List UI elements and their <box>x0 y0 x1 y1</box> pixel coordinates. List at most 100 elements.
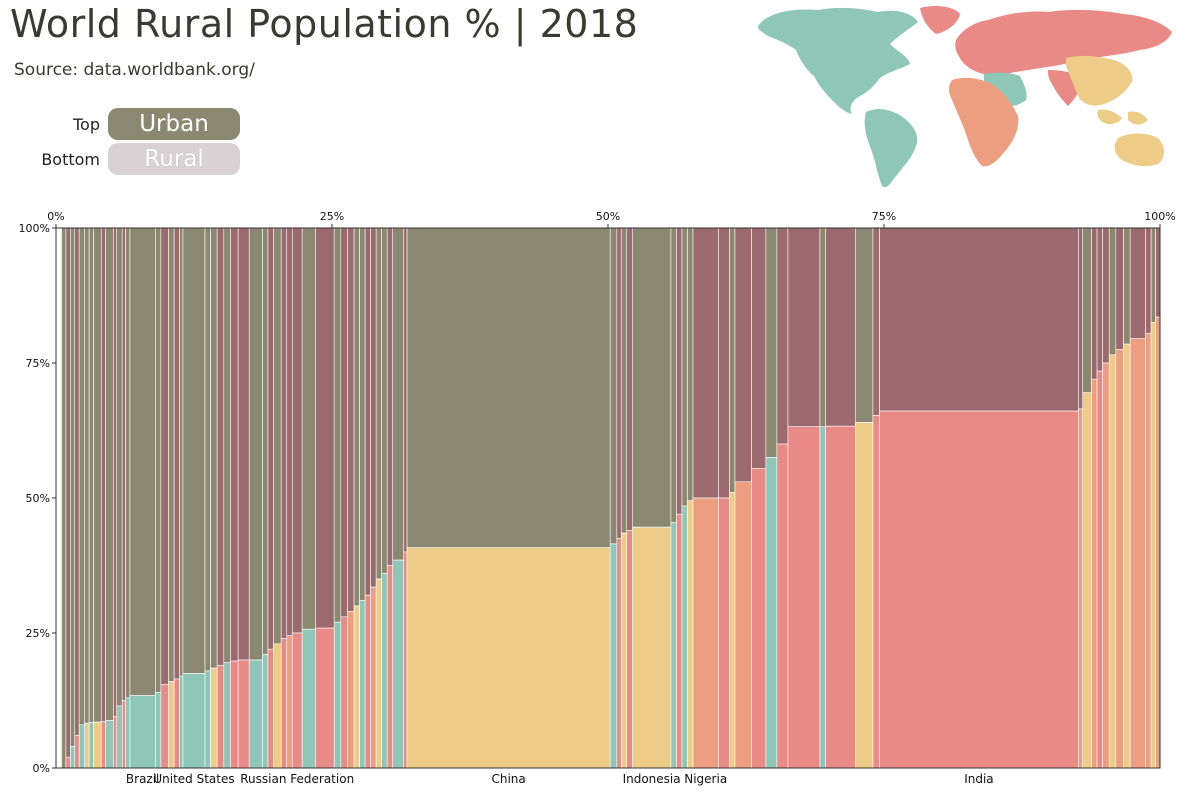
bar-urban-80 <box>1145 227 1152 334</box>
bar-urban-8 <box>100 227 106 722</box>
bar-urban-45 <box>386 227 394 566</box>
bar-urban-48 <box>406 227 611 548</box>
bar-urban-28 <box>262 227 269 655</box>
world-map-image <box>758 6 1172 188</box>
bar-rural-48 <box>406 547 611 769</box>
bar-rural-66 <box>819 426 826 769</box>
bar-rural-35 <box>315 627 335 769</box>
bar-rural-45 <box>386 565 394 769</box>
bar-rural-81 <box>1150 322 1156 769</box>
bar-rural-13 <box>125 697 131 769</box>
legend-urban-pill: Urban <box>108 108 240 140</box>
y-tick-label-2: 50% <box>26 492 50 505</box>
bar-rural-38 <box>347 611 355 769</box>
bar-urban-70 <box>879 227 1079 412</box>
bar-urban-53 <box>631 227 672 528</box>
bar-rural-73 <box>1091 378 1098 769</box>
bar-rural-24 <box>223 662 231 769</box>
bar-urban-30 <box>273 227 282 645</box>
x-tick-label-0: 0% <box>47 210 64 223</box>
bar-urban-11 <box>116 227 123 707</box>
map-east-asia <box>1066 55 1133 106</box>
bar-rural-5 <box>84 722 90 769</box>
bar-urban-5 <box>84 227 90 724</box>
bar-rural-14 <box>129 695 156 769</box>
bar-rural-4 <box>78 724 86 769</box>
bar-urban-67 <box>825 227 856 427</box>
bar-urban-58 <box>692 227 719 499</box>
bar-rural-64 <box>776 443 789 769</box>
bar-rural-60 <box>729 492 736 769</box>
bar-rural-41 <box>364 594 371 769</box>
bar-urban-75 <box>1102 227 1110 364</box>
bar-urban-35 <box>315 227 335 629</box>
bars-group <box>61 227 1161 769</box>
bar-rural-63 <box>765 457 778 769</box>
bar-urban-31 <box>280 227 288 639</box>
bar-rural-53 <box>631 526 672 769</box>
bar-rural-39 <box>353 605 360 769</box>
bar-rural-17 <box>168 681 175 769</box>
bar-rural-50 <box>616 538 622 769</box>
bar-urban-34 <box>301 227 316 630</box>
legend-top-label: Top <box>73 114 100 134</box>
bar-rural-57 <box>687 500 694 769</box>
bar-rural-49 <box>609 543 618 769</box>
country-label-russian-federation: Russian Federation <box>240 772 354 786</box>
bar-urban-14 <box>129 227 156 696</box>
bar-rural-68 <box>854 422 874 769</box>
bar-urban-71 <box>1078 227 1084 410</box>
bar-rural-43 <box>375 578 382 769</box>
chart-title: World Rural Population % | 2018 <box>10 2 639 46</box>
bar-rural-27 <box>248 659 263 769</box>
bar-urban-78 <box>1123 227 1131 345</box>
bar-urban-44 <box>381 227 388 574</box>
bar-urban-79 <box>1129 227 1146 339</box>
bar-rural-10 <box>113 716 118 769</box>
bar-rural-79 <box>1129 338 1146 769</box>
bar-rural-23 <box>216 665 225 769</box>
bar-rural-67 <box>825 425 856 769</box>
bar-urban-2 <box>70 227 76 747</box>
y-tick-label-1: 25% <box>26 627 50 640</box>
bar-urban-3 <box>74 227 80 736</box>
bar-rural-71 <box>1078 408 1084 769</box>
legend-rural-pill: Rural <box>108 143 240 175</box>
map-africa <box>949 77 1019 167</box>
bar-rural-26 <box>237 659 250 769</box>
bar-urban-64 <box>776 227 789 445</box>
country-label-united-states: United States <box>153 772 234 786</box>
bar-urban-43 <box>375 227 382 580</box>
bar-rural-31 <box>280 638 288 769</box>
y-tick-label-0: 0% <box>33 762 50 775</box>
legend-bottom-label: Bottom <box>41 149 100 169</box>
bar-urban-50 <box>616 227 622 539</box>
bar-urban-17 <box>168 227 175 682</box>
bar-rural-15 <box>155 692 162 769</box>
bar-urban-81 <box>1150 227 1156 323</box>
bar-urban-32 <box>286 227 293 637</box>
country-label-indonesia: Indonesia <box>623 772 681 786</box>
bar-urban-33 <box>291 227 303 634</box>
bar-urban-24 <box>223 227 231 664</box>
bar-rural-37 <box>340 616 348 769</box>
bar-urban-65 <box>787 227 821 428</box>
legend-bottom-row: Bottom Rural <box>0 143 240 175</box>
bar-urban-82 <box>1155 227 1161 318</box>
bar-urban-55 <box>676 227 683 515</box>
bar-urban-38 <box>347 227 355 612</box>
bar-urban-12 <box>121 227 126 701</box>
y-tick-label-3: 75% <box>26 357 50 370</box>
bar-rural-74 <box>1096 370 1103 769</box>
bar-urban-59 <box>718 227 730 499</box>
bar-rural-8 <box>100 721 106 769</box>
bar-rural-72 <box>1082 392 1092 769</box>
bar-urban-73 <box>1091 227 1098 380</box>
country-label-india: India <box>964 772 993 786</box>
bar-urban-76 <box>1108 227 1117 356</box>
bar-urban-18 <box>173 227 180 680</box>
bar-urban-74 <box>1096 227 1103 372</box>
bar-rural-52 <box>626 530 633 769</box>
bar-urban-39 <box>353 227 360 607</box>
